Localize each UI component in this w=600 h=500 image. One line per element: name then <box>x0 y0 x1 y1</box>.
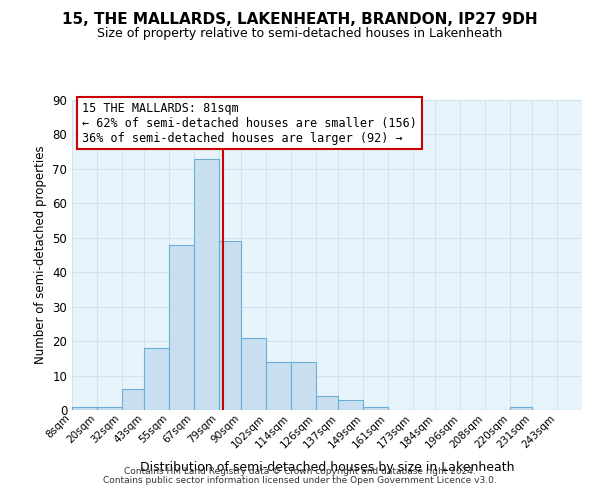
Text: Contains HM Land Registry data © Crown copyright and database right 2024.: Contains HM Land Registry data © Crown c… <box>124 468 476 476</box>
Bar <box>510 406 532 410</box>
Bar <box>97 406 122 410</box>
Bar <box>218 241 241 410</box>
Bar <box>194 158 218 410</box>
Y-axis label: Number of semi-detached properties: Number of semi-detached properties <box>34 146 47 364</box>
Bar <box>291 362 316 410</box>
Bar <box>144 348 169 410</box>
Bar <box>72 406 97 410</box>
Bar <box>338 400 363 410</box>
Text: Size of property relative to semi-detached houses in Lakenheath: Size of property relative to semi-detach… <box>97 28 503 40</box>
Bar <box>266 362 291 410</box>
Text: 15 THE MALLARDS: 81sqm
← 62% of semi-detached houses are smaller (156)
36% of se: 15 THE MALLARDS: 81sqm ← 62% of semi-det… <box>82 102 417 144</box>
X-axis label: Distribution of semi-detached houses by size in Lakenheath: Distribution of semi-detached houses by … <box>140 460 514 473</box>
Text: 15, THE MALLARDS, LAKENHEATH, BRANDON, IP27 9DH: 15, THE MALLARDS, LAKENHEATH, BRANDON, I… <box>62 12 538 28</box>
Text: Contains public sector information licensed under the Open Government Licence v3: Contains public sector information licen… <box>103 476 497 485</box>
Bar <box>316 396 338 410</box>
Bar <box>241 338 266 410</box>
Bar <box>363 406 388 410</box>
Bar <box>169 244 194 410</box>
Bar <box>122 390 144 410</box>
